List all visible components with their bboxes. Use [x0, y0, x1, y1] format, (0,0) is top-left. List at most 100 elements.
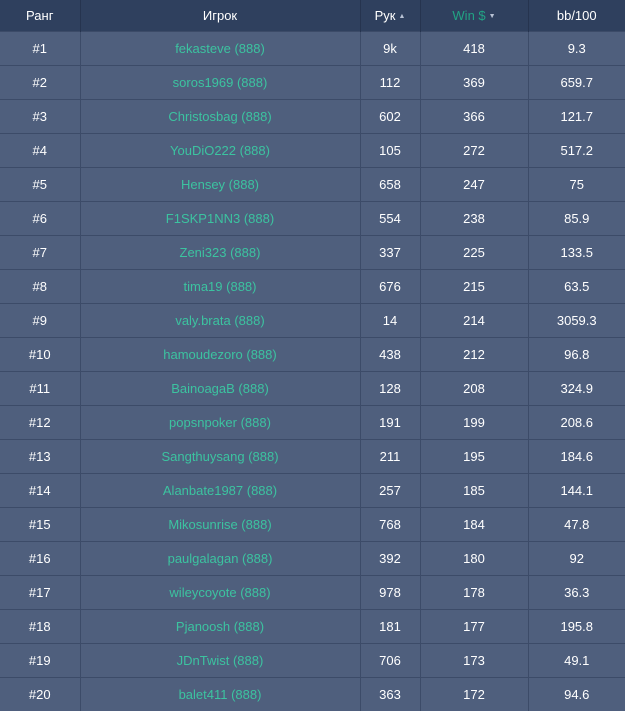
bb100-cell: 133.5 — [528, 236, 625, 270]
bb100-cell: 208.6 — [528, 406, 625, 440]
bb100-cell: 63.5 — [528, 270, 625, 304]
player-header-label: Игрок — [203, 8, 237, 23]
rank-cell: #17 — [0, 576, 80, 610]
win-cell: 177 — [420, 610, 528, 644]
player-link[interactable]: YouDiO222 (888) — [80, 134, 360, 168]
hands-cell: 676 — [360, 270, 420, 304]
hands-cell: 602 — [360, 100, 420, 134]
player-link[interactable]: Hensey (888) — [80, 168, 360, 202]
win-cell: 195 — [420, 440, 528, 474]
bb100-cell: 49.1 — [528, 644, 625, 678]
win-cell: 208 — [420, 372, 528, 406]
win-cell: 247 — [420, 168, 528, 202]
hands-cell: 438 — [360, 338, 420, 372]
rank-cell: #3 — [0, 100, 80, 134]
sort-up-icon: ▲ — [398, 13, 405, 20]
player-link[interactable]: tima19 (888) — [80, 270, 360, 304]
win-cell: 369 — [420, 66, 528, 100]
player-link[interactable]: JDnTwist (888) — [80, 644, 360, 678]
rank-cell: #13 — [0, 440, 80, 474]
player-link[interactable]: popsnpoker (888) — [80, 406, 360, 440]
bb100-cell: 94.6 — [528, 678, 625, 711]
rank-cell: #12 — [0, 406, 80, 440]
player-link[interactable]: Mikosunrise (888) — [80, 508, 360, 542]
win-cell: 199 — [420, 406, 528, 440]
win-cell: 225 — [420, 236, 528, 270]
player-link[interactable]: paulgalagan (888) — [80, 542, 360, 576]
hands-cell: 768 — [360, 508, 420, 542]
player-link[interactable]: F1SKP1NN3 (888) — [80, 202, 360, 236]
player-link[interactable]: hamoudezoro (888) — [80, 338, 360, 372]
bb100-cell: 184.6 — [528, 440, 625, 474]
player-link[interactable]: soros1969 (888) — [80, 66, 360, 100]
hands-cell: 363 — [360, 678, 420, 711]
hands-cell: 392 — [360, 542, 420, 576]
hands-cell: 706 — [360, 644, 420, 678]
rank-cell: #20 — [0, 678, 80, 711]
bb100-cell: 121.7 — [528, 100, 625, 134]
player-link[interactable]: Zeni323 (888) — [80, 236, 360, 270]
hands-cell: 181 — [360, 610, 420, 644]
rank-cell: #6 — [0, 202, 80, 236]
sort-down-icon: ▼ — [489, 13, 496, 20]
column-header-hands[interactable]: Рук▲ — [360, 0, 420, 32]
column-header-win[interactable]: Win $▼ — [420, 0, 528, 32]
player-link[interactable]: wileycoyote (888) — [80, 576, 360, 610]
win-cell: 172 — [420, 678, 528, 711]
win-cell: 185 — [420, 474, 528, 508]
player-link[interactable]: valy.brata (888) — [80, 304, 360, 338]
rank-cell: #14 — [0, 474, 80, 508]
player-link[interactable]: fekasteve (888) — [80, 32, 360, 66]
hands-header-label: Рук — [375, 8, 396, 23]
column-header-player[interactable]: Игрок — [80, 0, 360, 32]
rank-header-label: Ранг — [26, 8, 53, 23]
bb100-cell: 92 — [528, 542, 625, 576]
column-header-bb100[interactable]: bb/100 — [528, 0, 625, 32]
hands-cell: 9k — [360, 32, 420, 66]
rank-cell: #2 — [0, 66, 80, 100]
player-link[interactable]: Sangthuysang (888) — [80, 440, 360, 474]
rank-cell: #18 — [0, 610, 80, 644]
bb100-cell: 517.2 — [528, 134, 625, 168]
bb100-cell: 96.8 — [528, 338, 625, 372]
win-cell: 418 — [420, 32, 528, 66]
win-cell: 212 — [420, 338, 528, 372]
player-link[interactable]: balet411 (888) — [80, 678, 360, 711]
rank-cell: #16 — [0, 542, 80, 576]
win-cell: 178 — [420, 576, 528, 610]
hands-cell: 14 — [360, 304, 420, 338]
rank-cell: #5 — [0, 168, 80, 202]
player-link[interactable]: Pjanoosh (888) — [80, 610, 360, 644]
player-link[interactable]: BainoagaB (888) — [80, 372, 360, 406]
bb100-cell: 195.8 — [528, 610, 625, 644]
bb100-header-label: bb/100 — [557, 8, 597, 23]
player-link[interactable]: Alanbate1987 (888) — [80, 474, 360, 508]
hands-cell: 337 — [360, 236, 420, 270]
win-cell: 272 — [420, 134, 528, 168]
column-header-rank[interactable]: Ранг — [0, 0, 80, 32]
hands-cell: 112 — [360, 66, 420, 100]
bb100-cell: 9.3 — [528, 32, 625, 66]
hands-cell: 105 — [360, 134, 420, 168]
rank-cell: #4 — [0, 134, 80, 168]
player-link[interactable]: Christosbag (888) — [80, 100, 360, 134]
rank-cell: #10 — [0, 338, 80, 372]
win-cell: 215 — [420, 270, 528, 304]
bb100-cell: 47.8 — [528, 508, 625, 542]
